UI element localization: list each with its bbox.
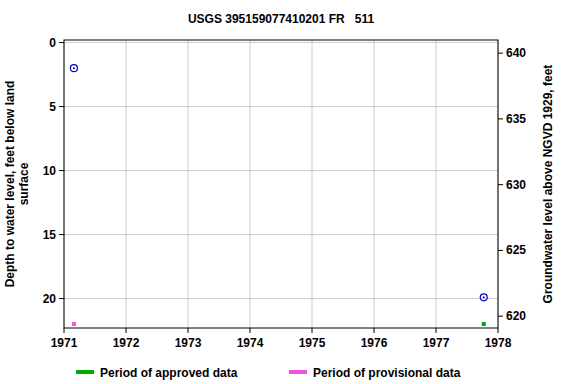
tick-label: 620: [506, 309, 526, 323]
tick: [59, 170, 64, 171]
tick-label: 15: [43, 228, 57, 242]
tick: [59, 234, 64, 235]
tick-label: 1976: [361, 336, 388, 350]
tick-label: 20: [43, 292, 57, 306]
grid-line: [126, 40, 127, 328]
tick-label: 1974: [237, 336, 264, 350]
tick-label: 1975: [299, 336, 326, 350]
tick-label: 1973: [175, 336, 202, 350]
tick-label: 1977: [423, 336, 450, 350]
tick: [498, 250, 503, 251]
tick: [374, 328, 375, 333]
grid-line: [250, 40, 251, 328]
tick-label: 5: [49, 100, 56, 114]
grid-line: [64, 106, 498, 107]
tick: [498, 53, 503, 54]
grid-line: [374, 40, 375, 328]
marker-ring: [70, 65, 77, 72]
data-point: [480, 294, 487, 301]
plot-area: [70, 65, 487, 326]
tick: [498, 316, 503, 317]
chart: USGS 395159077410201 FR 511 1971 1972 1973 1…: [0, 0, 576, 384]
tick-label: 0: [49, 36, 56, 50]
tick: [64, 328, 65, 333]
period-mark: [72, 322, 76, 326]
tick-label: 1971: [51, 336, 78, 350]
period-mark: [482, 322, 486, 326]
grid-line: [64, 170, 498, 171]
grid-line: [64, 298, 498, 299]
grid-line: [312, 40, 313, 328]
tick-label: 1972: [113, 336, 140, 350]
tick: [312, 328, 313, 333]
data-point: [70, 65, 77, 72]
tick-label: 630: [506, 178, 526, 192]
tick: [59, 42, 64, 43]
marker-dot: [73, 67, 75, 69]
tick-label: 625: [506, 243, 526, 257]
tick-label: 1978: [485, 336, 512, 350]
axis-label: surface: [17, 162, 31, 205]
legend-swatch: [76, 370, 94, 374]
tick: [250, 328, 251, 333]
grid-line: [64, 42, 498, 43]
tick-label: 10: [43, 164, 57, 178]
legend-swatch: [289, 370, 307, 374]
tick: [59, 106, 64, 107]
legend-label: Period of provisional data: [313, 366, 461, 380]
plot-frame: [64, 40, 498, 328]
grid-line: [188, 40, 189, 328]
marker-ring: [480, 294, 487, 301]
grid-line: [64, 234, 498, 235]
title: USGS 395159077410201 FR 511: [188, 12, 374, 26]
tick: [59, 298, 64, 299]
tick-label: 635: [506, 112, 526, 126]
tick: [498, 328, 499, 333]
tick: [498, 184, 503, 185]
tick-label: 640: [506, 46, 526, 60]
marker-dot: [483, 296, 485, 298]
tick: [436, 328, 437, 333]
axis-label: Groundwater level above NGVD 1929, feet: [541, 65, 555, 304]
legend-label: Period of approved data: [100, 366, 238, 380]
grid-line: [436, 40, 437, 328]
tick: [188, 328, 189, 333]
axis-label: Depth to water level, feet below land: [3, 81, 17, 288]
tick: [498, 118, 503, 119]
tick: [126, 328, 127, 333]
